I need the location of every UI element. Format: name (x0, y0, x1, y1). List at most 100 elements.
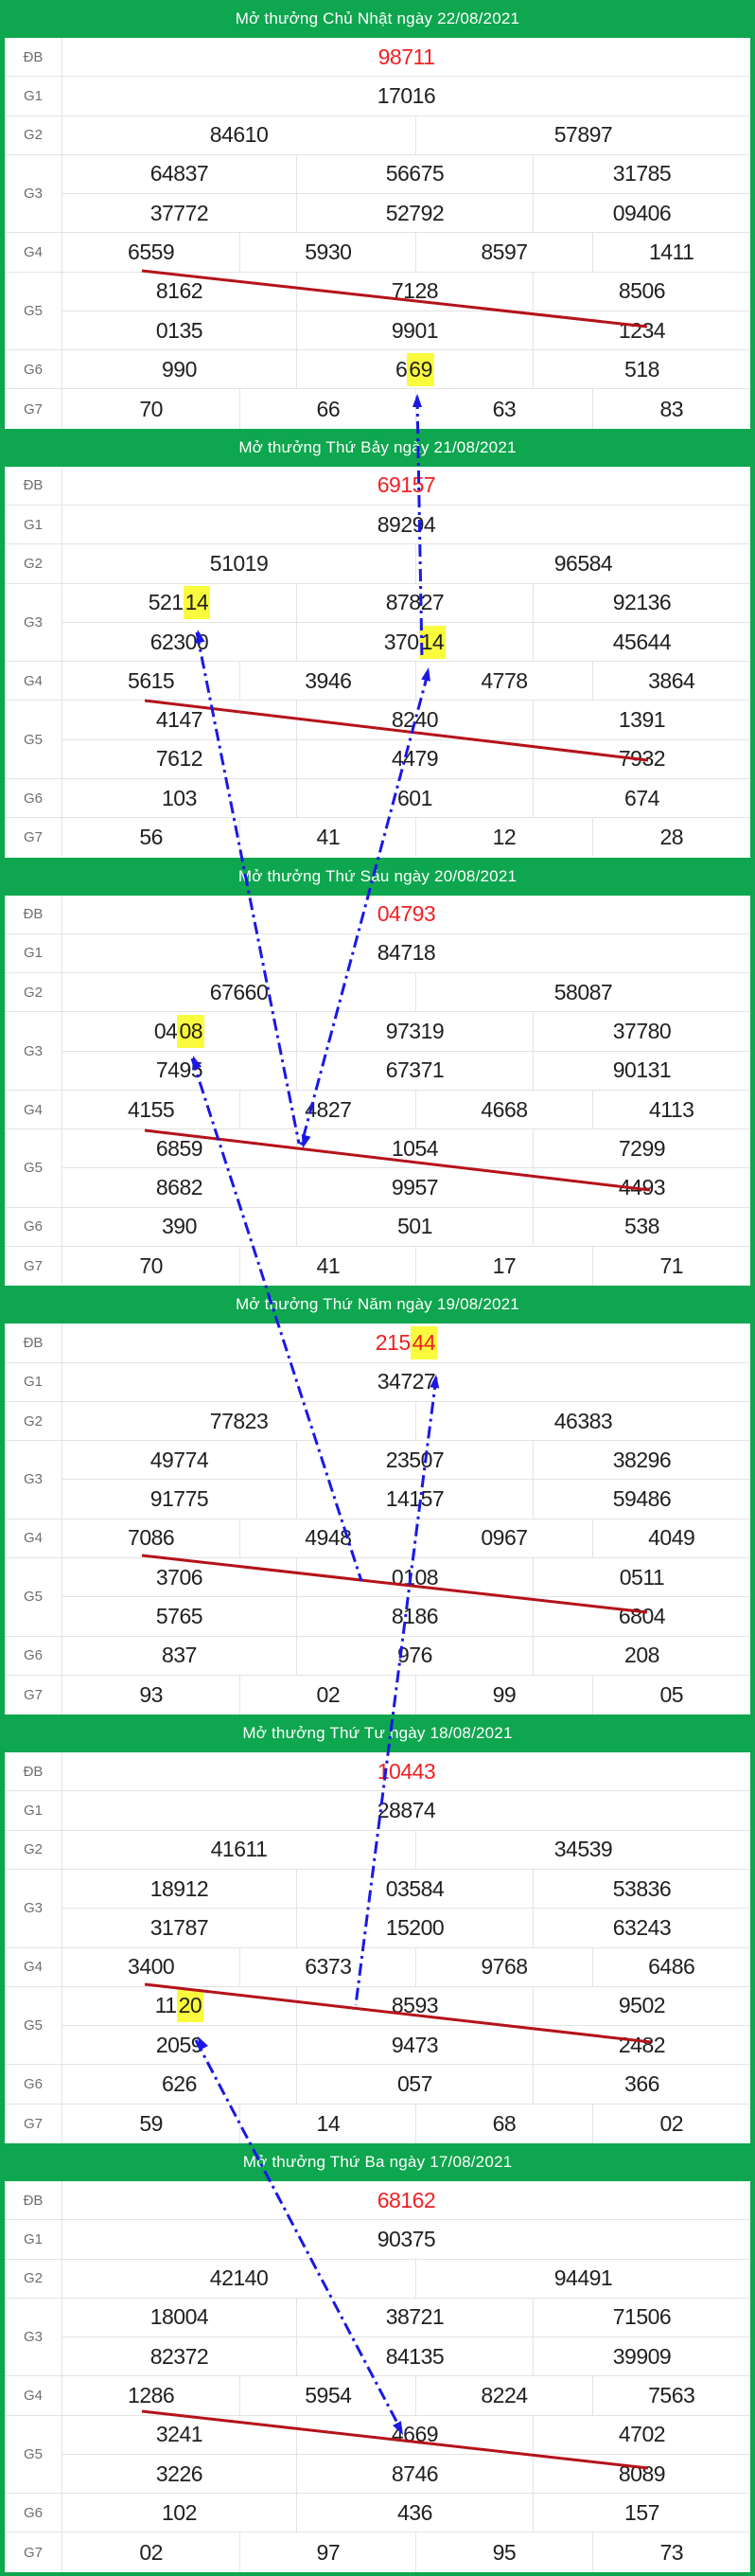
prize-digits: 62300 (149, 629, 209, 654)
prize-value-cell: 53836 (534, 1870, 750, 1908)
prize-digits: 1411 (649, 239, 694, 264)
prize-value-cell: 521 14 (62, 583, 297, 622)
prize-digits: 84610 (209, 122, 269, 148)
prize-value-cell: 2482 (534, 2026, 750, 2064)
row-label-db: ĐB (5, 895, 62, 933)
prize-value-cell: 2059 (62, 2026, 297, 2065)
prize-digits: 601 (397, 785, 432, 810)
prize-value-cell: 157 (534, 2494, 750, 2532)
prize-value-cell: 8593 (297, 1986, 534, 2026)
prize-value-cell: 04 08 (62, 1012, 297, 1051)
prize-row-values: 6559 5930 8597 1411 (62, 233, 750, 272)
prize-value-cell: 6559 (62, 233, 241, 272)
prize-row-values: 215 44 (62, 1324, 750, 1361)
prize-value-cell: 94491 (416, 2260, 750, 2298)
row-label-g1: G1 (5, 2220, 62, 2259)
table-body: ĐB 10443 G1 28874 G2 41611 34539 G3 18912 03584 53… (5, 1752, 750, 2143)
prize-value-cell: 82372 (62, 2337, 297, 2376)
prize-value-cell: 3706 (62, 1558, 297, 1597)
prize-digits: 63 (492, 396, 517, 421)
row-label-g6: G6 (5, 778, 62, 818)
row-label-g6: G6 (5, 1636, 62, 1675)
prize-digits: 9768 (481, 1954, 528, 1980)
prize-value-cell: 6859 (62, 1129, 297, 1168)
prize-value-cell: 4147 (62, 701, 297, 739)
prize-value-cell: 87827 (297, 583, 534, 622)
row-label-g5: G5 (5, 1558, 62, 1636)
prize-value-cell: 4827 (240, 1090, 417, 1129)
prize-sub-row: 62300 370 14 45644 (62, 622, 750, 662)
prize-digits: 366 (624, 2070, 659, 2096)
prize-value-cell: 96584 (416, 544, 750, 582)
prize-value-cell: 3226 (62, 2454, 297, 2494)
table-title: Mở thưởng Thứ Bảy ngày 21/08/2021 (238, 437, 517, 456)
prize-row-values: 84718 (62, 934, 750, 972)
draw-result-table: Mở thưởng Thứ Ba ngày 17/08/2021 ĐB 68162 G… (0, 2143, 755, 2572)
prize-value-cell: 03584 (297, 1869, 534, 1909)
prize-value-cell: 8597 (416, 233, 593, 272)
prize-digits: 8682 (155, 1175, 203, 1200)
prize-value-cell: 8186 (297, 1597, 534, 1636)
prize-value-cell: 370 14 (297, 622, 534, 662)
prize-digits: 83 (659, 396, 684, 421)
prize-digits: 09406 (612, 200, 672, 225)
prize-digits: 8089 (618, 2461, 666, 2486)
prize-digits: 69157 (377, 472, 436, 498)
prize-row-g4: G4 7086 4948 0967 4049 (5, 1519, 750, 1558)
prize-digits: 6559 (128, 239, 175, 264)
prize-value-cell: 837 (62, 1636, 297, 1675)
table-title: Mở thưởng Thứ Năm ngày 19/08/2021 (236, 1295, 519, 1314)
prize-value-cell: 56 (62, 818, 241, 858)
row-label-g5: G5 (5, 2415, 62, 2494)
prize-value-cell: 05 (593, 1676, 750, 1714)
prize-digits: 98711 (378, 44, 435, 69)
row-label-g3: G3 (5, 2298, 62, 2376)
prize-row-values: 51019 96584 (62, 544, 750, 583)
prize-row-g5: G5 8162 7128 8506 0135 9901 1234 (5, 272, 750, 351)
row-label-g3: G3 (5, 583, 62, 662)
prize-digits: 57897 (553, 122, 613, 148)
prize-digits: 8746 (391, 2461, 439, 2486)
prize-digits: 67660 (209, 979, 269, 1004)
prize-digits: 4827 (305, 1096, 352, 1122)
prize-value-cell: 8746 (297, 2454, 534, 2494)
prize-digits: 46383 (553, 1408, 613, 1433)
prize-value-cell: 64837 (62, 154, 297, 194)
prize-value-cell: 97319 (297, 1012, 534, 1051)
prize-digits: 208 (624, 1643, 659, 1668)
prize-digits: 8224 (481, 2382, 528, 2407)
row-label-g7: G7 (5, 1675, 62, 1715)
prize-digits: 521 (148, 590, 184, 615)
prize-digits: 518 (624, 356, 659, 382)
prize-value-cell: 41 (240, 1247, 417, 1287)
prize-row-values: 59 14 68 02 (62, 2104, 750, 2143)
prize-digits: 99 (492, 1681, 517, 1707)
prize-digits: 8593 (391, 1993, 439, 2018)
prize-value-cell: 70 (62, 1247, 241, 1287)
row-label-db: ĐB (5, 1324, 62, 1362)
prize-value-cell: 4493 (534, 1168, 750, 1206)
prize-sub-row: 8682 9957 4493 (62, 1168, 750, 1207)
prize-value-cell: 5930 (240, 233, 417, 272)
prize-digits: 5930 (305, 239, 352, 264)
prize-digits: 8597 (481, 239, 528, 264)
prize-digits: 93 (139, 1681, 163, 1707)
prize-digits: 8162 (155, 278, 203, 304)
prize-digits: 14 (316, 2110, 341, 2136)
prize-row-g7: G7 56 41 12 28 (5, 818, 750, 858)
prize-value-cell: 67371 (297, 1051, 534, 1090)
prize-row-db: ĐB 04793 (5, 895, 750, 934)
prize-digits: 41 (316, 825, 341, 850)
prize-row-g6: G6 626 057 366 (5, 2065, 750, 2105)
row-label-g7: G7 (5, 389, 62, 429)
prize-row-g7: G7 93 02 99 05 (5, 1675, 750, 1715)
prize-digits: 0108 (391, 1564, 439, 1590)
row-label-g6: G6 (5, 2494, 62, 2532)
row-label-g2: G2 (5, 1401, 62, 1441)
prize-digits: 102 (162, 2499, 197, 2525)
prize-row-g7: G7 59 14 68 02 (5, 2104, 750, 2143)
row-label-g2: G2 (5, 115, 62, 154)
prize-sub-row: 3706 0108 0511 (62, 1558, 750, 1598)
prize-digits: 436 (397, 2499, 432, 2525)
